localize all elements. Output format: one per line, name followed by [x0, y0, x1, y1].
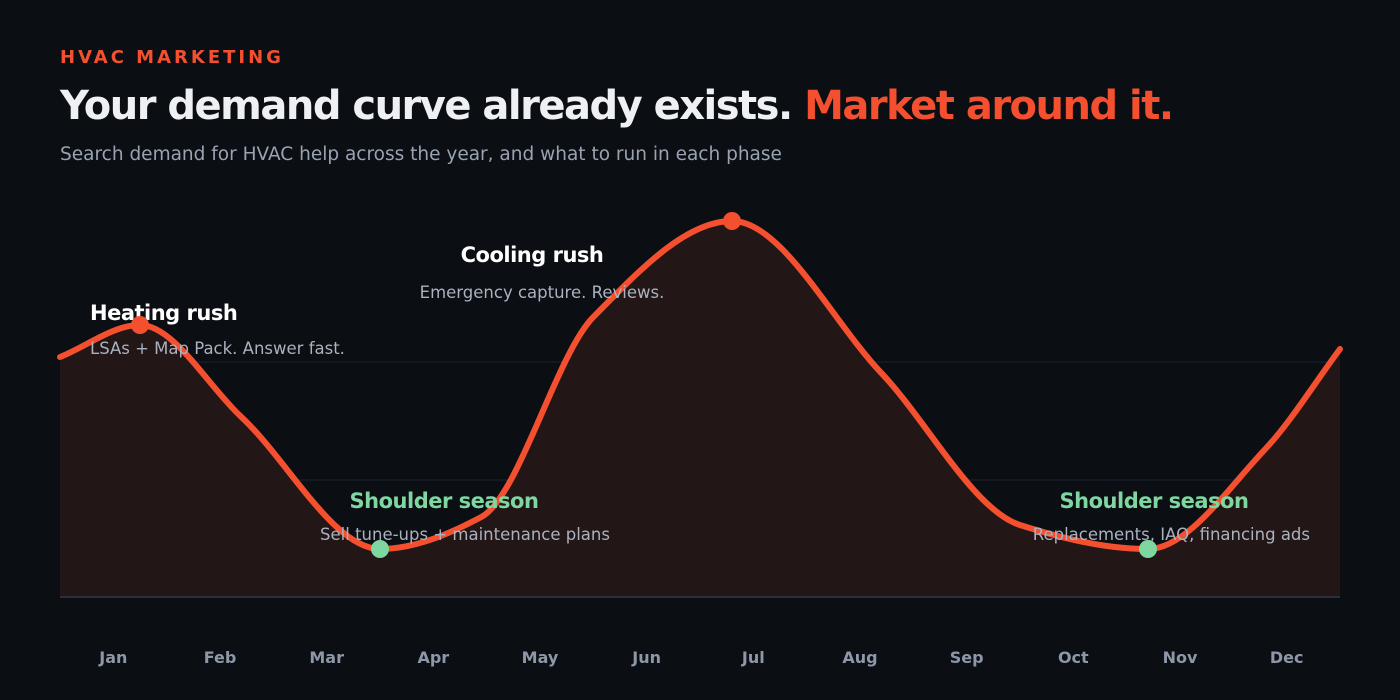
month-label: Sep: [950, 648, 984, 667]
month-label: Nov: [1163, 648, 1198, 667]
annotation-title: Shoulder season: [1060, 489, 1249, 513]
month-label: May: [522, 648, 559, 667]
peak-markers: [131, 212, 1157, 558]
headline-main: Your demand curve already exists.: [60, 83, 793, 129]
annotation-body: Emergency capture. Reviews.: [420, 283, 665, 302]
marker-dot: [131, 316, 149, 334]
month-label: Mar: [309, 648, 344, 667]
marker-dot: [1139, 540, 1157, 558]
month-axis: Jan Feb Mar Apr May Jun Jul Aug Sep Oct Nov Dec: [98, 648, 1303, 667]
annotation-body: Replacements, IAQ, financing ads: [1033, 525, 1310, 544]
marker-dot: [371, 540, 389, 558]
eyebrow-label: HVAC MARKETING: [60, 47, 284, 68]
headline: Your demand curve already exists. Market…: [60, 80, 1174, 132]
annotation-title: Shoulder season: [350, 489, 539, 513]
annotation-shoulder-spring: Shoulder season Sell tune-ups + maintena…: [320, 489, 610, 544]
month-label: Oct: [1058, 648, 1089, 667]
annotation-shoulder-fall: Shoulder season Replacements, IAQ, finan…: [1033, 489, 1310, 544]
month-label: Jul: [741, 648, 765, 667]
marker-dot: [723, 212, 741, 230]
month-label: Jun: [631, 648, 661, 667]
demand-area: [60, 221, 1340, 597]
headline-accent: Market around it.: [804, 83, 1174, 129]
annotation-title: Cooling rush: [461, 243, 604, 267]
annotation-heating: Heating rush LSAs + Map Pack. Answer fas…: [90, 301, 345, 358]
month-label: Feb: [204, 648, 237, 667]
month-label: Jan: [98, 648, 127, 667]
month-label: Apr: [417, 648, 449, 667]
annotation-title: Heating rush: [90, 301, 237, 325]
month-label: Aug: [842, 648, 877, 667]
annotation-body: Sell tune-ups + maintenance plans: [320, 525, 610, 544]
annotation-body: LSAs + Map Pack. Answer fast.: [90, 339, 345, 358]
subtitle: Search demand for HVAC help across the y…: [60, 144, 782, 165]
month-label: Dec: [1270, 648, 1304, 667]
annotation-cooling: Cooling rush Emergency capture. Reviews.: [420, 243, 665, 302]
